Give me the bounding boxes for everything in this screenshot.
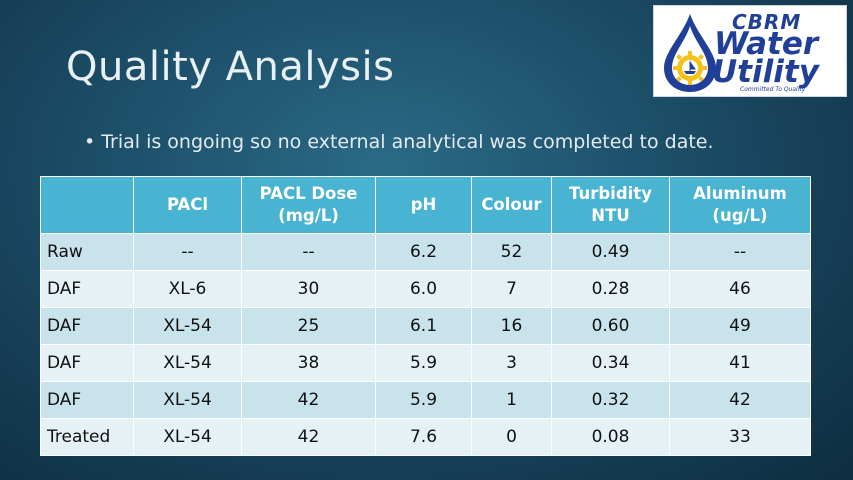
table-row: DAF XL-54 38 5.9 3 0.34 41	[40, 344, 811, 382]
cell-dose: --	[241, 233, 376, 271]
header-cell-pacl-dose: PACL Dose (mg/L)	[241, 176, 376, 234]
cell-turbidity: 0.34	[551, 344, 670, 382]
cell-turbidity: 0.60	[551, 307, 670, 345]
table-row: Treated XL-54 42 7.6 0 0.08 33	[40, 418, 811, 456]
cell-pacl: XL-54	[133, 344, 242, 382]
cell-sample: Raw	[40, 233, 134, 271]
cell-aluminum: 33	[669, 418, 811, 456]
cell-dose: 30	[241, 270, 376, 308]
cell-colour: 3	[471, 344, 552, 382]
bullet-text: Trial is ongoing so no external analytic…	[101, 131, 714, 153]
cell-turbidity: 0.49	[551, 233, 670, 271]
logo-line-cbrm: CBRM	[732, 10, 802, 34]
table-row: DAF XL-6 30 6.0 7 0.28 46	[40, 270, 811, 308]
cell-colour: 52	[471, 233, 552, 271]
slide-title: Quality Analysis	[66, 44, 395, 90]
bullet-dot-icon: •	[84, 131, 96, 153]
table-row: DAF XL-54 25 6.1 16 0.60 49	[40, 307, 811, 345]
quality-analysis-table: PACl PACL Dose (mg/L) pH Colour Turbidity…	[40, 176, 811, 456]
cell-colour: 1	[471, 381, 552, 419]
cell-colour: 7	[471, 270, 552, 308]
logo-tagline: Committed To Quality	[740, 86, 806, 93]
cell-ph: 6.1	[375, 307, 472, 345]
table-row: DAF XL-54 42 5.9 1 0.32 42	[40, 381, 811, 419]
header-cell-colour: Colour	[471, 176, 552, 234]
cell-aluminum: 42	[669, 381, 811, 419]
cell-dose: 38	[241, 344, 376, 382]
cell-aluminum: 49	[669, 307, 811, 345]
cell-dose: 42	[241, 381, 376, 419]
cell-ph: 7.6	[375, 418, 472, 456]
bullet-item: • Trial is ongoing so no external analyti…	[84, 131, 714, 153]
cell-ph: 6.2	[375, 233, 472, 271]
cell-pacl: --	[133, 233, 242, 271]
header-cell-ph: pH	[375, 176, 472, 234]
cell-sample: DAF	[40, 344, 134, 382]
header-cell-turbidity: Turbidity NTU	[551, 176, 670, 234]
cell-pacl: XL-6	[133, 270, 242, 308]
cell-aluminum: 41	[669, 344, 811, 382]
cell-sample: Treated	[40, 418, 134, 456]
logo-line-water: Water	[714, 26, 819, 62]
logo-line-utility: Utility	[712, 54, 819, 90]
cell-dose: 42	[241, 418, 376, 456]
table-header-row: PACl PACL Dose (mg/L) pH Colour Turbidity…	[40, 176, 811, 234]
cell-aluminum: 46	[669, 270, 811, 308]
cell-colour: 16	[471, 307, 552, 345]
cell-ph: 6.0	[375, 270, 472, 308]
cell-colour: 0	[471, 418, 552, 456]
cell-pacl: XL-54	[133, 307, 242, 345]
cell-pacl: XL-54	[133, 418, 242, 456]
cell-sample: DAF	[40, 307, 134, 345]
cell-dose: 25	[241, 307, 376, 345]
cell-sample: DAF	[40, 381, 134, 419]
cell-turbidity: 0.32	[551, 381, 670, 419]
header-cell-blank	[40, 176, 134, 234]
cell-ph: 5.9	[375, 381, 472, 419]
cbrm-water-utility-logo: CBRM Water Utility Committed To Quality	[653, 5, 847, 97]
water-drop-gear-icon	[664, 14, 716, 92]
cell-ph: 5.9	[375, 344, 472, 382]
cell-aluminum: --	[669, 233, 811, 271]
cell-pacl: XL-54	[133, 381, 242, 419]
header-cell-pacl: PACl	[133, 176, 242, 234]
cell-turbidity: 0.28	[551, 270, 670, 308]
cell-sample: DAF	[40, 270, 134, 308]
cell-turbidity: 0.08	[551, 418, 670, 456]
table-row: Raw -- -- 6.2 52 0.49 --	[40, 233, 811, 271]
header-cell-aluminum: Aluminum (ug/L)	[669, 176, 811, 234]
